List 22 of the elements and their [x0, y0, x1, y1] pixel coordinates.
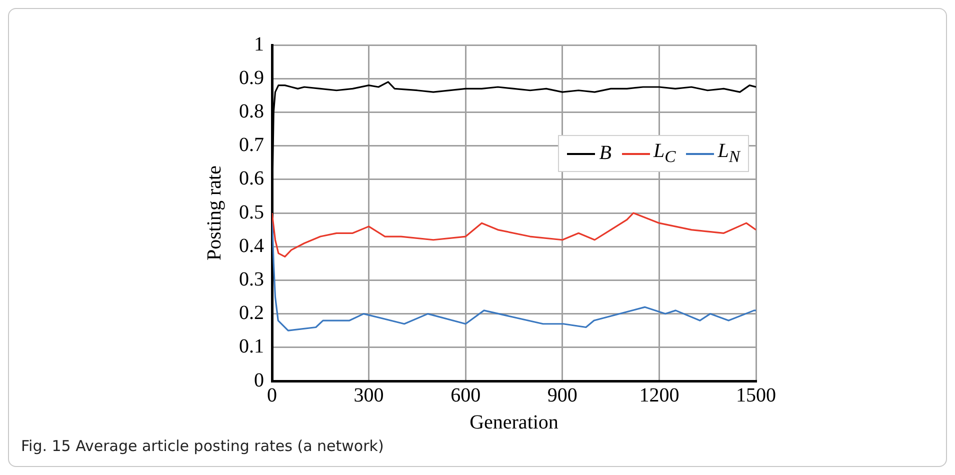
x-tick-label: 900 — [547, 384, 578, 406]
x-axis-title: Generation — [470, 411, 558, 434]
legend-label: L$_{N}$ — [718, 140, 740, 167]
y-tick-label: 0.4 — [239, 234, 264, 257]
y-tick-label: 0 — [254, 369, 264, 392]
y-tick-label: 0.6 — [239, 168, 264, 190]
y-tick-label: 0.7 — [239, 134, 264, 156]
y-tick-label: 1 — [254, 33, 264, 56]
y-axis-title: Posting rate — [203, 165, 226, 260]
x-tick-label: 1200 — [639, 384, 680, 406]
y-tick-label: 0.2 — [239, 302, 264, 324]
caption: Fig. 15 Average article posting rates (a network) — [21, 437, 384, 455]
x-tick-label: 600 — [450, 384, 481, 406]
x-tick-label: 300 — [354, 384, 384, 406]
y-tick-label: 0.5 — [239, 201, 264, 224]
y-tick-label: 0.8 — [239, 100, 264, 122]
y-tick-label: 0.1 — [239, 336, 264, 358]
legend-label: B — [599, 142, 612, 165]
y-tick-label: 0.3 — [239, 268, 264, 290]
y-tick-label: 0.9 — [239, 66, 264, 89]
x-tick-label: 1500 — [736, 384, 776, 406]
legend-label: L$_{C}$ — [654, 140, 676, 167]
